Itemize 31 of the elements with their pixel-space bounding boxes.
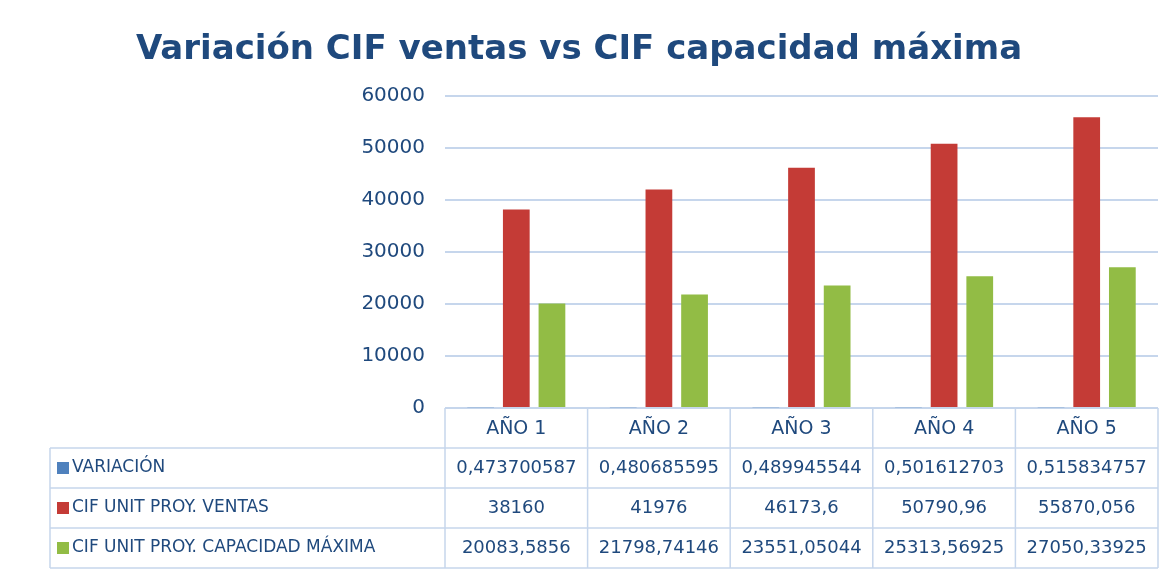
- x-tick-label: AÑO 1: [486, 416, 547, 439]
- x-tick-label: AÑO 2: [628, 416, 690, 439]
- data-label: 46173,6: [764, 495, 839, 517]
- chart-title: Variación CIF ventas vs CIF capacidad máxima: [135, 27, 1023, 68]
- y-tick-label: 40000: [361, 186, 425, 211]
- y-tick-label: 20000: [361, 290, 425, 315]
- data-label: 38160: [487, 495, 545, 517]
- data-label: 55870,056: [1038, 495, 1136, 517]
- y-tick-label: 50000: [361, 134, 425, 159]
- y-tick-label: 0: [412, 394, 425, 419]
- data-label: 27050,33925: [1026, 535, 1147, 557]
- data-label: 0,480685595: [598, 455, 720, 477]
- legend-label: CIF UNIT PROY. CAPACIDAD MÁXIMA: [72, 535, 376, 557]
- data-label: 21798,74146: [598, 535, 720, 557]
- data-label: 25313,56925: [883, 535, 1005, 557]
- x-tick-label: AÑO 3: [771, 416, 832, 439]
- x-tick-label: AÑO 4: [913, 416, 975, 439]
- data-label: 0,501612703: [883, 455, 1005, 477]
- y-tick-label: 60000: [361, 82, 425, 106]
- data-label: 0,473700587: [456, 455, 577, 477]
- legend-label: CIF UNIT PROY. VENTAS: [72, 496, 269, 517]
- data-label: 50790,96: [901, 495, 988, 517]
- data-label: 0,489945544: [741, 455, 862, 477]
- data-label: 41976: [630, 495, 688, 517]
- legend-label: VARIACIÓN: [72, 455, 166, 477]
- data-label: 23551,05044: [741, 535, 862, 557]
- data-label: 20083,5856: [461, 535, 571, 557]
- x-tick-label: AÑO 5: [1056, 416, 1117, 439]
- y-tick-label: 30000: [361, 238, 425, 263]
- data-label: 0,515834757: [1026, 455, 1147, 477]
- y-tick-label: 10000: [361, 342, 425, 367]
